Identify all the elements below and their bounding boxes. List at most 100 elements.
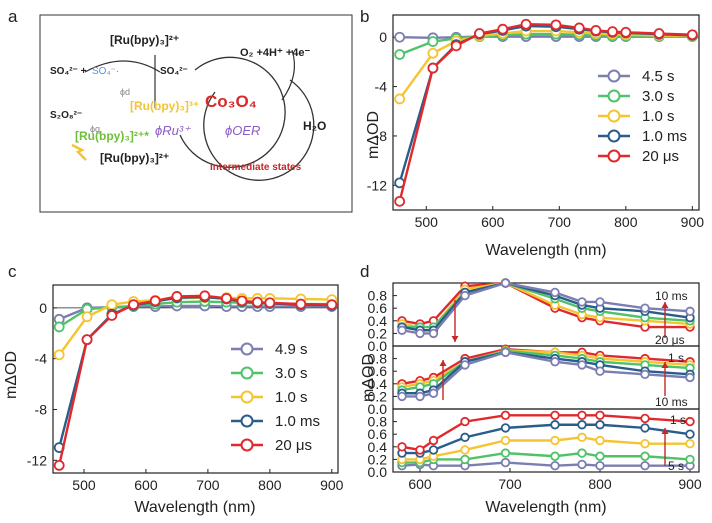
so4-right-label: SO₄²⁻: [160, 66, 188, 77]
chart-b-xtick-label: 700: [548, 214, 572, 230]
chart-b-point: [590, 25, 602, 36]
chart-d-sub2-series-line: [402, 351, 691, 395]
d3-annotation-bottom: 5 s: [668, 459, 684, 473]
chart-c-ytick-label: -8: [35, 401, 48, 417]
chart-d-ylabel: mΔOD: [360, 354, 377, 402]
chart-c-legend-label: 20 μs: [275, 437, 312, 454]
chart-b-point: [520, 18, 532, 30]
chart-b-legend-label: 4.5 s: [642, 68, 675, 85]
h2o-arc: [281, 49, 295, 101]
chart-d-sub2-point: [595, 366, 605, 376]
chart-c-point: [236, 295, 248, 307]
chart-d-sub2-ytick-label: 0.4: [368, 376, 388, 392]
chart-d-sub3-point: [685, 438, 695, 449]
chart-d-sub2-series-line: [401, 349, 691, 392]
phi-oer-label: ϕOER: [225, 123, 260, 138]
chart-d-sub3-xtick-label: 900: [678, 476, 702, 492]
chart-c-point: [53, 349, 65, 361]
chart-c-point: [53, 459, 65, 471]
chart-c-legend-label: 1.0 ms: [275, 413, 320, 430]
chart-b-point: [573, 22, 585, 34]
chart-d-sub3-point: [415, 445, 425, 455]
chart-d: 0.00.20.40.60.80.00.20.40.60.80.00.20.40…: [360, 278, 702, 516]
chart-d-sub1-point: [685, 306, 695, 317]
chart-d-sub3-ytick-label: 0.2: [368, 451, 388, 467]
chart-d-sub3-point: [460, 454, 470, 465]
chart-d-sub3-xtick-label: 700: [498, 476, 522, 492]
chart-d-sub3-point: [595, 461, 605, 471]
chart-c-ylabel: mΔOD: [3, 351, 20, 399]
chart-d-sub3-point: [500, 435, 511, 446]
ru2star-green-label: [Ru(bpy)₃]²⁺*: [75, 129, 149, 143]
o2-label: O₂ +4H⁺ +4e⁻: [240, 47, 311, 59]
chart-c-xtick-label: 800: [258, 477, 282, 493]
oer-cycle-arc: [203, 79, 315, 181]
mechanism-diagram: [Ru(bpy)₃]²⁺ SO₄²⁻ + SO₄⁻· SO₄²⁻ ϕd [Ru(…: [39, 14, 353, 213]
chart-b-ylabel: mΔOD: [365, 111, 382, 159]
chart-c-xtick-label: 600: [134, 477, 158, 493]
chart-b-point: [427, 62, 439, 74]
chart-b-point: [620, 26, 632, 38]
chart-d-sub2-point: [415, 391, 425, 402]
chart-d-sub3-point: [500, 457, 511, 468]
chart-d-sub1-point: [460, 290, 470, 301]
chart-b-legend-label: 1.0 s: [642, 108, 675, 125]
d2-annotation-bottom: 10 ms: [655, 395, 688, 409]
chart-c-legend-marker: [240, 366, 254, 380]
trend-arrow-head: [661, 362, 669, 368]
chart-b-point: [394, 93, 406, 105]
chart-c-legend-marker: [240, 342, 254, 356]
chart-d-sub3-point: [685, 454, 695, 465]
chart-c-point: [149, 295, 161, 307]
chart-d-sub1-ytick-label: 0.6: [368, 300, 388, 316]
chart-c-point: [295, 298, 307, 310]
chart-c-point: [264, 297, 276, 309]
chart-d-sub3-point: [640, 451, 650, 461]
chart-d-sub1-point: [595, 297, 605, 307]
chart-b: 0 -4 -8 -12 500 600 700 800 900 mΔOD Wavelength …: [365, 14, 705, 259]
so4-left-label: SO₄²⁻ +: [50, 66, 87, 77]
chart-d-sub2-series-line: [402, 351, 691, 398]
chart-d-sub3-xtick-label: 800: [588, 476, 612, 492]
chart-c-xtick-label: 900: [320, 477, 344, 493]
chart-c-legend-label: 4.9 s: [275, 341, 308, 358]
chart-b-xlabel: Wavelength (nm): [485, 242, 606, 259]
d1-annotation-bottom: 20 μs: [655, 333, 685, 347]
chart-d-sub1-series-line: [402, 281, 691, 329]
chart-d-sub3-point: [640, 423, 650, 433]
chart-b-xtick-label: 900: [681, 214, 705, 230]
chart-d-sub3-ytick-label: 0.4: [368, 439, 388, 455]
chart-d-sub3-point: [550, 420, 560, 430]
chart-c-point: [53, 321, 65, 333]
chart-d-sub3-point: [577, 448, 587, 458]
chart-c-ytick-label: -12: [27, 452, 47, 468]
chart-d-sub3-point: [428, 445, 439, 455]
chart-c-point: [252, 296, 263, 308]
chart-d-sub3-point: [500, 448, 511, 458]
chart-b-legend-marker: [607, 109, 621, 123]
chart-d-sub3-ytick-label: 0.0: [368, 464, 388, 480]
chart-c-point: [128, 299, 139, 311]
chart-d-sub2-point: [500, 347, 511, 357]
chart-b-point: [550, 19, 562, 31]
trend-arrow-head: [661, 302, 669, 308]
chart-c-point: [221, 292, 232, 304]
so4-radical-label: SO₄⁻·: [92, 66, 119, 77]
chart-c-legend-label: 3.0 s: [275, 365, 308, 382]
chart-d-sub1-point: [577, 297, 587, 307]
chart-d-sub3-point: [500, 410, 511, 420]
chart-b-legend-marker: [607, 89, 621, 103]
panel-label-a: a: [8, 7, 18, 26]
chart-c-frame: [52, 284, 339, 474]
diagram-frame: [39, 14, 353, 213]
chart-c-legend: 4.9 s 3.0 s 1.0 s 1.0 ms 20 μs: [231, 341, 320, 454]
chart-d-sub1-series-line: [401, 281, 691, 335]
chart-b-point: [427, 36, 439, 47]
chart-d-sub3-series-line: [402, 436, 690, 461]
phi-ru-label: ϕRu³⁺: [155, 123, 191, 138]
chart-c-point: [171, 291, 183, 302]
chart-d-sub3-point: [428, 435, 439, 446]
chart-c-point: [106, 299, 118, 311]
chart-d-sub2-point: [685, 372, 695, 383]
panel-label-c: c: [8, 262, 17, 281]
